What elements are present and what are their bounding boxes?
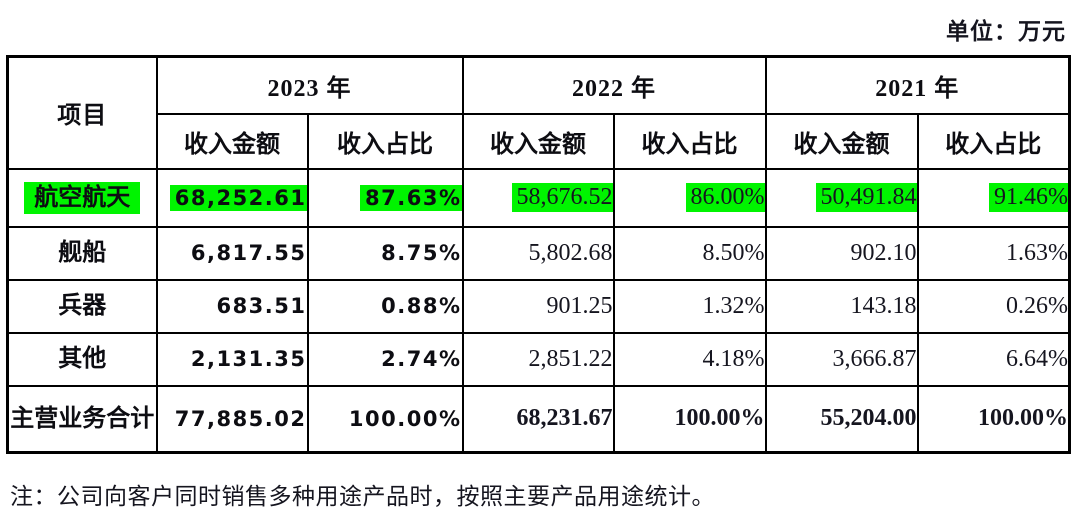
table-cell: 6.64% [917, 331, 1071, 387]
column-header-year-2023: 2023 年 [155, 55, 464, 115]
table-cell: 2,851.22 [461, 331, 615, 387]
table-cell: 55,204.00 [764, 384, 919, 454]
column-header-amount-2022: 收入金额 [461, 112, 615, 170]
footnote: 注：公司向客户同时销售多种用途产品时，按照主要产品用途统计。 [10, 484, 715, 509]
table-cell: 86.00% [613, 167, 767, 228]
table-cell: 902.10 [764, 225, 919, 281]
row-label: 兵器 [6, 278, 158, 334]
column-header-pct-2021: 收入占比 [917, 112, 1071, 170]
row-label: 其他 [6, 331, 158, 387]
table-cell: 50,491.84 [764, 167, 919, 228]
table-row-total: 主营业务合计 77,885.02 100.00% 68,231.67 100.0… [6, 384, 1071, 454]
column-header-pct-2023: 收入占比 [307, 112, 464, 170]
table-header-row-years: 项目 2023 年 2022 年 2021 年 [6, 55, 1071, 170]
table-cell: 0.26% [917, 278, 1071, 334]
table-row-weapons: 兵器 683.51 0.88% 901.25 1.32% 143.18 0.26… [6, 278, 1071, 334]
table-cell: 1.63% [917, 225, 1071, 281]
table-cell: 5,802.68 [461, 225, 615, 281]
table-cell: 100.00% [307, 384, 464, 454]
row-label: 主营业务合计 [6, 384, 158, 454]
table-cell: 100.00% [613, 384, 767, 454]
table-cell: 6,817.55 [155, 225, 309, 281]
table-row-aerospace: 航空航天 68,252.61 87.63% 58,676.52 86.00% 5… [6, 167, 1071, 228]
table-cell: 8.75% [307, 225, 464, 281]
column-header-item: 项目 [6, 55, 158, 170]
table-cell: 0.88% [307, 278, 464, 334]
table-cell: 100.00% [917, 384, 1071, 454]
table-cell: 68,231.67 [461, 384, 615, 454]
row-label: 航空航天 [6, 167, 158, 228]
table-cell: 683.51 [155, 278, 309, 334]
column-header-year-2022: 2022 年 [461, 55, 767, 115]
table-cell: 3,666.87 [764, 331, 919, 387]
highlight-mark: 航空航天 [24, 181, 141, 214]
table-cell: 901.25 [461, 278, 615, 334]
column-header-pct-2022: 收入占比 [613, 112, 767, 170]
table-cell: 1.32% [613, 278, 767, 334]
table-cell: 2.74% [307, 331, 464, 387]
table-cell: 91.46% [917, 167, 1071, 228]
table-row-other: 其他 2,131.35 2.74% 2,851.22 4.18% 3,666.8… [6, 331, 1071, 387]
revenue-table: 项目 2023 年 2022 年 2021 年 收入金额 收入占比 收入金额 收… [6, 55, 1071, 454]
table-cell: 58,676.52 [461, 167, 615, 228]
unit-label: 单位：万元 [946, 19, 1066, 44]
table-row-ships: 舰船 6,817.55 8.75% 5,802.68 8.50% 902.10 … [6, 225, 1071, 281]
column-header-amount-2021: 收入金额 [764, 112, 919, 170]
column-header-year-2021: 2021 年 [764, 55, 1071, 115]
table-cell: 87.63% [307, 167, 464, 228]
row-label: 舰船 [6, 225, 158, 281]
table-cell: 77,885.02 [155, 384, 309, 454]
table-cell: 68,252.61 [155, 167, 309, 228]
table-header-row-sub: 收入金额 收入占比 收入金额 收入占比 收入金额 收入占比 [8, 112, 1071, 170]
table-cell: 8.50% [613, 225, 767, 281]
table-cell: 143.18 [764, 278, 919, 334]
table-cell: 2,131.35 [155, 331, 309, 387]
table-cell: 4.18% [613, 331, 767, 387]
column-header-amount-2023: 收入金额 [155, 112, 309, 170]
